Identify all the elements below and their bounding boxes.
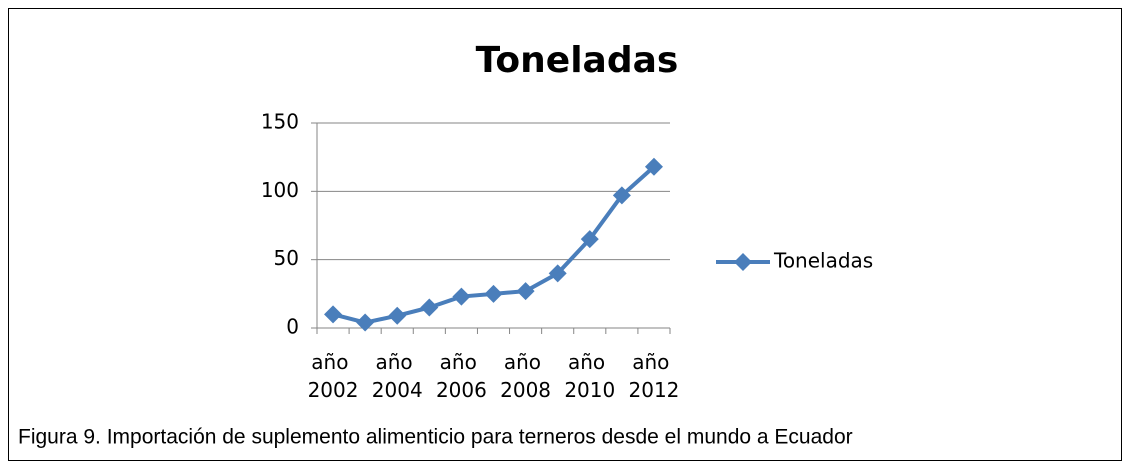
marker — [644, 157, 663, 176]
x-tick-label: año 2012 — [629, 350, 680, 402]
y-tick-label: 50 — [274, 246, 299, 270]
chart-title: Toneladas — [476, 40, 679, 81]
x-tick-label-line: año — [375, 350, 419, 374]
x-tick-label: año 2002 — [308, 350, 359, 402]
marker — [612, 186, 631, 205]
x-tick-label-line: 2010 — [564, 378, 615, 402]
marker — [452, 287, 471, 306]
x-tick-label-line: 2006 — [436, 378, 487, 402]
x-tick-label-line: año — [504, 350, 548, 374]
marker — [516, 282, 535, 301]
marker — [324, 305, 343, 324]
marker — [420, 298, 439, 317]
marker — [356, 313, 375, 332]
y-tick-label: 100 — [261, 178, 299, 202]
x-tick-label-line: año — [311, 350, 355, 374]
x-tick-label: año 2006 — [436, 350, 487, 402]
x-tick-label-line: 2008 — [500, 378, 551, 402]
x-tick-label-line: año — [440, 350, 484, 374]
marker — [548, 264, 567, 283]
legend-label: Toneladas — [773, 249, 873, 273]
caption: Figura 9. Importación de suplemento alim… — [18, 426, 853, 449]
marker — [580, 230, 599, 249]
y-tick-label: 150 — [261, 110, 299, 134]
marker — [388, 306, 407, 325]
x-tick-label-line: 2004 — [372, 378, 423, 402]
x-tick-label: año 2008 — [500, 350, 551, 402]
x-tick-label-line: 2002 — [308, 378, 359, 402]
x-tick-label-line: año — [568, 350, 612, 374]
x-tick-label-line: 2012 — [629, 378, 680, 402]
marker — [484, 284, 503, 303]
y-tick-label: 0 — [286, 315, 299, 339]
x-tick-label: año 2004 — [372, 350, 423, 402]
x-tick-label-line: año — [632, 350, 676, 374]
frame — [8, 8, 1122, 461]
x-tick-label: año 2010 — [564, 350, 615, 402]
legend-marker — [734, 253, 752, 271]
